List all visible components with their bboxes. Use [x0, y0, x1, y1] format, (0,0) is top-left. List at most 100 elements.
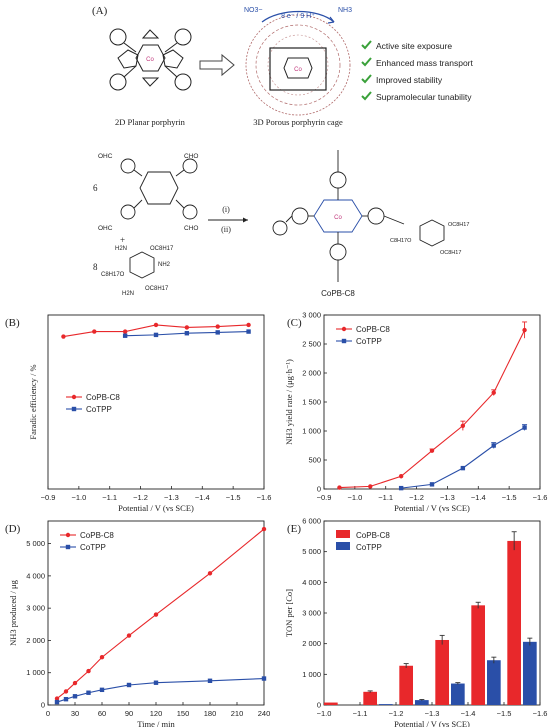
series-line: [339, 329, 526, 489]
series-cotpp: [398, 424, 528, 491]
y-tick-label: 4 000: [302, 578, 321, 587]
synthesis-scheme: OHC CHO OHC CHO 6 + 8 H2N OC8H17 NH2 C8H…: [93, 150, 469, 298]
check-icon: [361, 74, 372, 84]
synthesis-step-1: (i): [222, 205, 230, 214]
data-point: [54, 696, 60, 701]
product-oc8-label: OC8H17: [448, 222, 469, 228]
x-tick-label: −1.4: [461, 709, 476, 718]
check-icon: [361, 57, 372, 67]
chart-panel-e: (E) −1.0 −1.1 −1.2 −1.3 −1.4 −1.5 −1.6 Potential…: [284, 517, 547, 727]
x-tick-label: 210: [231, 709, 244, 718]
series-copb-c8: [337, 321, 528, 490]
data-point: [398, 485, 404, 491]
data-point: [86, 668, 91, 674]
chart-panels: (B) −0.9 −1.0 −1.1 −1.2 −1.3 −1.4 −1.5 −1.6 Poten…: [5, 311, 547, 727]
y-tick-label: 500: [308, 456, 321, 465]
y-tick-label: 5 000: [302, 547, 321, 556]
y-tick-label: 2 000: [302, 369, 321, 378]
series-cotpp: [379, 637, 537, 705]
synthesis-arrowhead-icon: [243, 217, 248, 223]
y-tick-label: 3 000: [26, 604, 45, 613]
ammonia-label: NH3: [338, 7, 352, 14]
y-tick-label: 2 000: [302, 639, 321, 648]
y-axis-label: NH3 yield rate / (μg·h⁻¹): [284, 359, 294, 445]
x-tick-label: −1.0: [71, 493, 86, 502]
conversion-arrow-icon: [199, 53, 235, 77]
data-point: [522, 425, 527, 430]
x-tick-label: −1.4: [471, 493, 486, 502]
bar: [435, 639, 449, 705]
data-point: [491, 390, 496, 395]
feature-label: Improved stability: [376, 75, 443, 85]
x-axis-label: Potential / V (vs SCE): [118, 503, 194, 513]
cage-caption: 3D Porous porphyrin cage: [253, 117, 343, 127]
data-point: [460, 423, 466, 428]
series-copb-c8: [324, 531, 521, 705]
legend: CoPB-C8 CoTPP: [336, 325, 390, 346]
y-tick-label: 6 000: [302, 517, 321, 526]
data-point: [72, 694, 78, 699]
x-tick-label: −1.5: [226, 493, 241, 502]
series-line: [401, 427, 525, 489]
data-point: [368, 484, 373, 489]
feature-item: Active site exposure: [361, 40, 452, 51]
chart-panel-b: (B) −0.9 −1.0 −1.1 −1.2 −1.3 −1.4 −1.5 −1.6 Poten…: [5, 314, 271, 513]
panel-label: (E): [287, 523, 301, 535]
synthesis-step-2: (ii): [221, 225, 231, 234]
data-point: [153, 680, 159, 685]
h2n-label: H2N: [115, 246, 127, 252]
legend-swatch: [336, 530, 350, 538]
legend-marker: [65, 532, 71, 538]
x-tick-label: −1.1: [102, 493, 117, 502]
y-tick-label: 1 000: [302, 670, 321, 679]
x-tick-label: 150: [177, 709, 190, 718]
data-point: [261, 526, 267, 532]
legend-label: CoPB-C8: [356, 531, 390, 540]
y-tick-label: 1 000: [26, 668, 45, 677]
x-axis-label: Potential / V (vs SCE): [394, 719, 470, 727]
y-axis-label: NH3 produced / μg: [8, 579, 18, 645]
x-tick-label: 120: [150, 709, 163, 718]
feature-item: Enhanced mass transport: [361, 57, 473, 68]
y-tick-label: 3 000: [302, 609, 321, 618]
x-tick-label: −1.5: [502, 493, 517, 502]
plot-frame: [47, 314, 265, 490]
y-tick-label: 4 000: [26, 571, 45, 580]
y-axis-label: Faradic efficiency / %: [28, 364, 38, 439]
nitrate-label: NO3−: [244, 7, 262, 14]
y-tick-label: 2 000: [26, 636, 45, 645]
legend-swatch: [336, 542, 350, 550]
bar: [415, 700, 429, 705]
data-point: [522, 327, 527, 333]
reagent1-count: 6: [93, 183, 98, 193]
data-point: [460, 465, 466, 471]
data-point: [63, 696, 69, 702]
reaction-arc: [261, 10, 335, 23]
y-tick-label: 3 000: [302, 311, 321, 320]
bar: [379, 704, 393, 705]
feature-item: Supramolecular tunability: [361, 91, 472, 102]
check-icon: [361, 40, 372, 50]
cho-label-br: CHO: [184, 225, 198, 232]
cho-label-bl: OHC: [98, 225, 113, 232]
x-tick-label: 240: [258, 709, 271, 718]
legend: CoPB-C8 CoTPP: [336, 530, 390, 552]
x-tick-label: −1.0: [317, 709, 332, 718]
data-point: [72, 680, 78, 686]
product-metal-label: Co: [334, 215, 342, 221]
feature-label: Supramolecular tunability: [376, 92, 472, 102]
y-tick-label: 0: [41, 701, 45, 710]
data-point: [63, 689, 69, 694]
planar-porphyrin-structure: [109, 28, 192, 91]
bar: [363, 691, 377, 705]
legend-label: CoPB-C8: [86, 393, 120, 402]
x-tick-label: −1.2: [409, 493, 424, 502]
data-point: [153, 322, 159, 328]
x-tick-label: −1.2: [389, 709, 404, 718]
legend-item: CoTPP: [66, 405, 112, 414]
legend: CoPB-C8 CoTPP: [60, 531, 114, 552]
bar: [324, 702, 338, 705]
legend-item: CoPB-C8: [336, 325, 390, 334]
legend-label: CoTPP: [356, 337, 382, 346]
panel-label: (B): [5, 317, 20, 329]
